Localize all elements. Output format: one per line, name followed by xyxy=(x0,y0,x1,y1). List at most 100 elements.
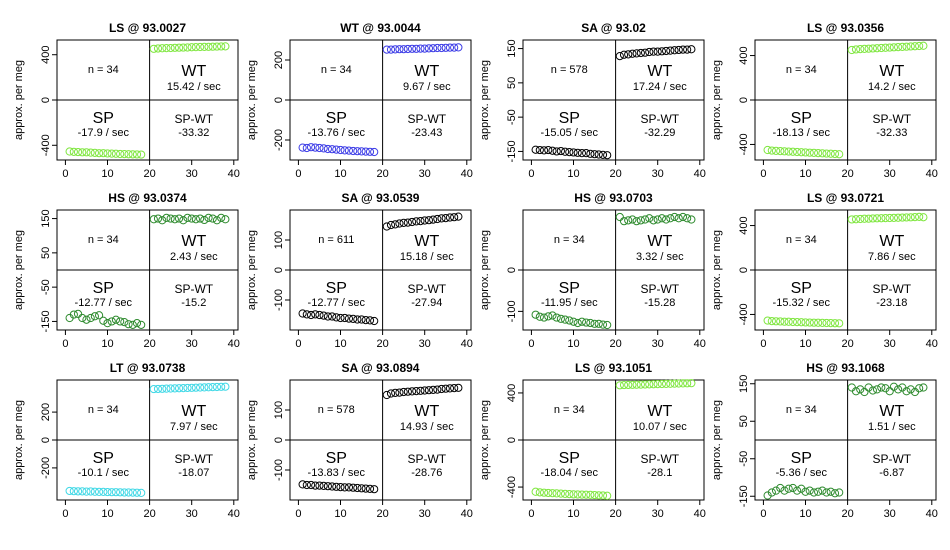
x-tick-label: 30 xyxy=(652,168,664,180)
sp-point xyxy=(120,318,129,327)
wt-point xyxy=(416,44,425,53)
wt-point xyxy=(906,385,915,394)
wt-point xyxy=(162,213,171,222)
x-tick-label: 40 xyxy=(694,508,706,520)
sp-point xyxy=(319,144,328,153)
sp-point xyxy=(302,143,311,153)
sp-point xyxy=(298,480,307,489)
wt-point xyxy=(437,214,446,223)
y-tick-label: -50 xyxy=(738,451,750,467)
y-tick-label: 100 xyxy=(273,401,285,419)
sp-point xyxy=(792,318,802,327)
sp-point xyxy=(103,487,112,497)
n-label: n = 34 xyxy=(321,64,352,76)
x-tick-label: 10 xyxy=(334,338,346,350)
wt-point xyxy=(898,42,907,51)
x-tick-label: 10 xyxy=(799,508,811,520)
wt-point xyxy=(382,390,391,400)
panel-title: WT @ 93.0044 xyxy=(340,21,421,35)
wt-point xyxy=(208,214,217,223)
sp-point xyxy=(78,148,87,157)
sp-point xyxy=(835,488,844,497)
sp-label: SP xyxy=(93,280,114,297)
wt-point xyxy=(662,46,671,56)
sp-point xyxy=(336,313,345,323)
spwt-label: SP-WT xyxy=(174,112,213,126)
spwt-label: SP-WT xyxy=(640,112,679,126)
x-tick-label: 40 xyxy=(461,508,473,520)
wt-point xyxy=(889,213,899,222)
x-tick-label: 40 xyxy=(461,168,473,180)
wt-point xyxy=(441,43,450,52)
sp-rate: -5.36 / sec xyxy=(776,467,828,479)
y-axis-label: approx. per meg xyxy=(711,230,723,310)
x-tick-label: 20 xyxy=(841,168,853,180)
sp-label: SP xyxy=(326,280,347,297)
sp-point xyxy=(137,320,146,329)
wt-point xyxy=(170,43,179,52)
wt-point xyxy=(217,382,226,391)
y-tick-label: -150 xyxy=(738,485,750,507)
sp-point xyxy=(556,314,565,323)
wt-point xyxy=(208,383,217,392)
wt-point xyxy=(429,215,438,224)
wt-point xyxy=(153,44,163,53)
wt-point xyxy=(433,214,442,224)
sp-point xyxy=(370,316,379,326)
sp-point xyxy=(590,490,599,500)
wt-point xyxy=(174,43,184,52)
sp-point xyxy=(323,312,332,321)
wt-point xyxy=(628,380,637,389)
n-label: n = 34 xyxy=(88,404,119,416)
x-tick-label: 10 xyxy=(567,338,579,350)
sp-point xyxy=(69,310,78,319)
wt-point xyxy=(187,43,196,52)
sp-rate: -13.76 / sec xyxy=(308,127,366,139)
sp-point xyxy=(332,482,341,491)
wt-point xyxy=(386,45,396,54)
wt-point xyxy=(628,49,637,58)
sp-point xyxy=(818,486,827,495)
wt-point xyxy=(441,384,450,393)
sp-point xyxy=(361,484,370,493)
wt-point xyxy=(898,213,907,222)
sp-label: SP xyxy=(559,110,580,127)
sp-point xyxy=(82,148,91,157)
wt-point xyxy=(851,215,861,224)
wt-point xyxy=(403,387,412,396)
wt-point xyxy=(615,212,624,222)
sp-point xyxy=(776,317,785,326)
sp-point xyxy=(560,489,570,498)
wt-point xyxy=(395,388,404,397)
wt-point xyxy=(386,220,396,230)
spwt-value: -6.87 xyxy=(879,467,904,479)
sp-point xyxy=(801,487,810,496)
wt-point xyxy=(395,45,404,54)
x-tick-label: 40 xyxy=(228,168,240,180)
x-tick-label: 20 xyxy=(609,508,621,520)
wt-point xyxy=(860,214,869,223)
wt-point xyxy=(212,216,222,225)
sp-point xyxy=(361,147,370,156)
x-tick-label: 0 xyxy=(62,168,68,180)
sp-point xyxy=(128,488,137,497)
wt-point xyxy=(860,44,869,53)
wt-point xyxy=(204,383,213,392)
wt-point xyxy=(191,43,201,52)
y-tick-label: 0 xyxy=(506,437,518,443)
x-tick-label: 40 xyxy=(926,168,938,180)
spwt-label: SP-WT xyxy=(407,452,446,466)
x-tick-label: 20 xyxy=(841,338,853,350)
sp-point xyxy=(548,146,557,155)
wt-point xyxy=(196,42,205,52)
sp-point xyxy=(814,149,823,158)
sp-point xyxy=(116,488,125,497)
panel-title: LS @ 93.1051 xyxy=(575,361,652,375)
x-tick-label: 40 xyxy=(926,508,938,520)
wt-point xyxy=(856,45,865,54)
y-tick-label: 50 xyxy=(738,415,750,427)
y-tick-label: 150 xyxy=(738,375,750,393)
wt-rate: 1.51 / sec xyxy=(868,421,916,433)
wt-point xyxy=(915,212,924,221)
sp-point xyxy=(569,490,578,499)
